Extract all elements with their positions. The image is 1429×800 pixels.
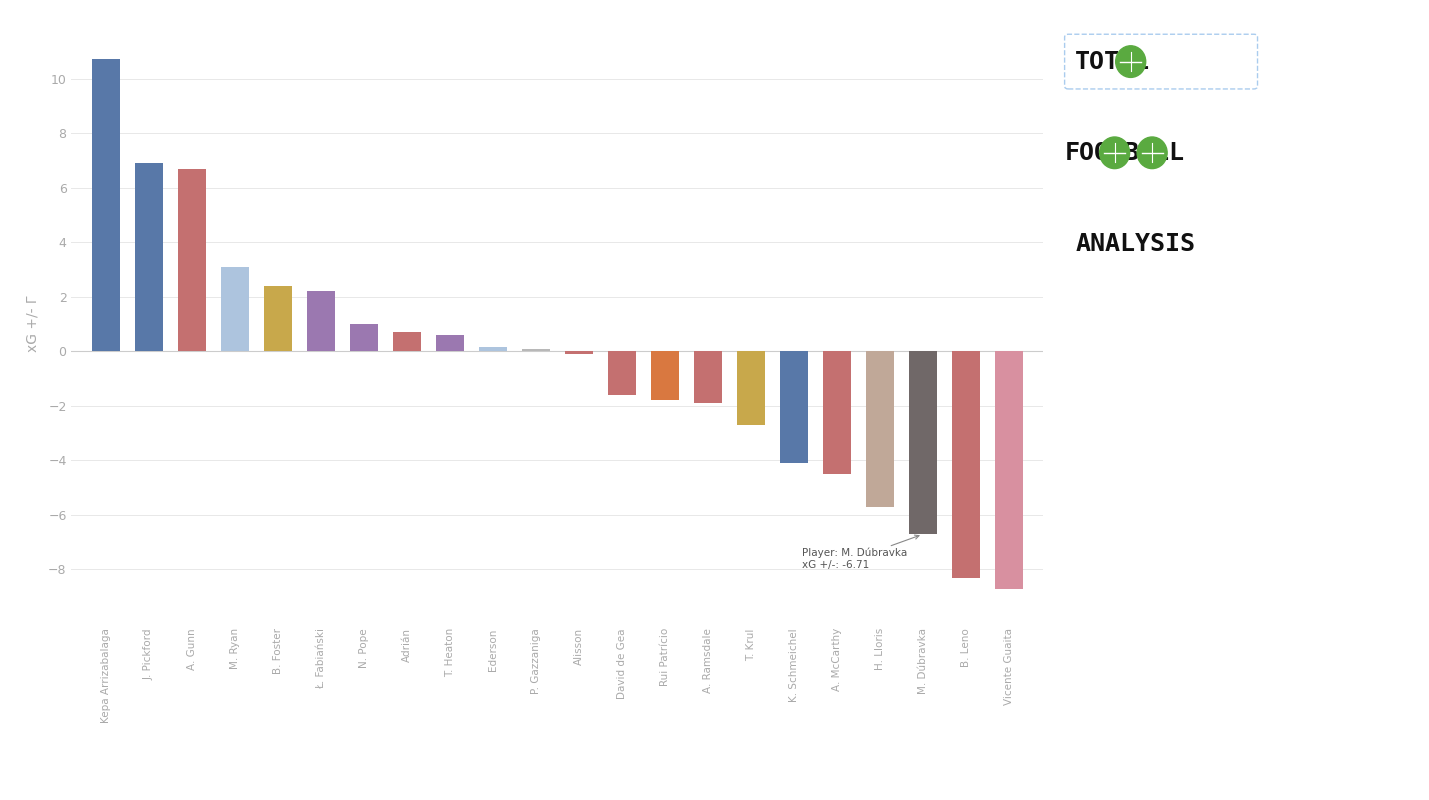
Ellipse shape [1100, 137, 1129, 169]
Bar [650, 351, 679, 400]
Bar [995, 351, 1023, 589]
Bar [780, 351, 807, 463]
Bar [134, 163, 163, 351]
Ellipse shape [1137, 137, 1167, 169]
Bar [221, 266, 249, 351]
Bar [564, 351, 593, 354]
Bar [264, 286, 292, 351]
Bar [393, 332, 420, 351]
Y-axis label: xG +/- Γ: xG +/- Γ [26, 296, 40, 352]
Bar [307, 291, 334, 351]
Bar [952, 351, 980, 578]
Text: FOOTBALL: FOOTBALL [1065, 141, 1185, 165]
Bar [436, 335, 464, 351]
Bar [694, 351, 722, 403]
Bar [522, 349, 550, 351]
Bar [823, 351, 850, 474]
Bar [866, 351, 893, 506]
Bar [479, 347, 507, 351]
Bar [177, 169, 206, 351]
Text: Player: M. Dúbravka
xG +/-: -6.71: Player: M. Dúbravka xG +/-: -6.71 [803, 535, 919, 570]
Bar [909, 351, 937, 534]
Ellipse shape [1116, 46, 1146, 78]
Bar [607, 351, 636, 395]
Bar [737, 351, 765, 425]
Text: TOTAL: TOTAL [1075, 50, 1150, 74]
Text: ANALYSIS: ANALYSIS [1075, 232, 1195, 256]
Bar [350, 324, 377, 351]
Bar [91, 59, 120, 351]
